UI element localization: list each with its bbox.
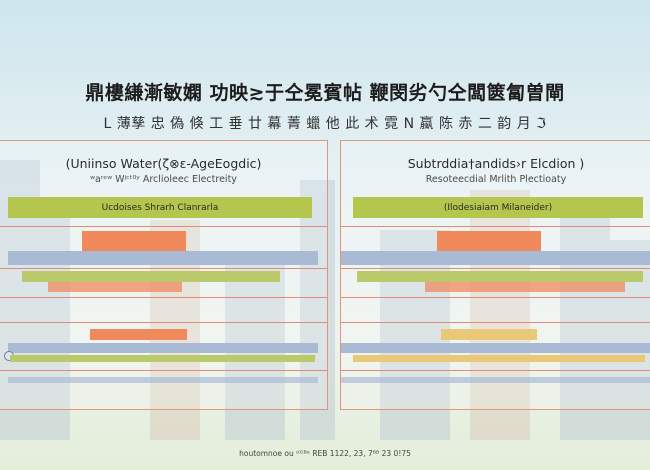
left-blue-bar	[8, 343, 318, 353]
right-panel-header: Subtrddia†andids›r Elcdion ) Resoteecdia…	[341, 156, 650, 185]
page-subtitle: L 薄孳 忠 偽 倏 工 垂 廿 幕 菁 蠟 他 此 术 霓 N 蠃 陈 赤 二…	[103, 116, 547, 132]
right-panel-title: Subtrddia†andids›r Elcdion )	[407, 156, 585, 171]
left-divider	[0, 322, 327, 323]
left-green-bar	[22, 271, 280, 282]
left-divider	[0, 370, 327, 371]
left-panel-title: (Uniinso Water(ζ⊗ɛ-AgeEogdic)	[65, 156, 262, 171]
left-panel: (Uniinso Water(ζ⊗ɛ-AgeEogdic) ʷaʳᵉʷ Wʲᶜᵗ…	[0, 140, 328, 410]
right-divider	[341, 322, 650, 323]
right-divider	[341, 297, 650, 298]
right-blue-bar	[341, 251, 650, 265]
left-divider	[0, 268, 327, 269]
left-orange-bar	[90, 329, 187, 340]
left-panel-subtitle: ʷaʳᵉʷ Wʲᶜᵗ⁰ʸ Arclioleec Electreity	[90, 174, 237, 185]
right-divider	[341, 370, 650, 371]
right-blue-bar	[341, 343, 650, 353]
right-panel-subtitle: Resoteecdial Mrlith Plectioaty	[425, 174, 567, 185]
page-title: 鼎樓縑漸敏嫻 功映≳于仝冕賓帖 鞭閔劣勺仝闆篋匐曽閘	[85, 82, 565, 104]
right-yellow-bar	[441, 329, 537, 340]
left-panel-label-bar: Ucdoises Shrarh Clanrarla	[8, 197, 312, 218]
left-divider	[0, 226, 327, 227]
left-blue-bar	[8, 377, 318, 383]
left-divider	[0, 297, 327, 298]
page-header: 鼎樓縑漸敏嫻 功映≳于仝冕賓帖 鞭閔劣勺仝闆篋匐曽閘 L 薄孳 忠 偽 倏 工 …	[0, 78, 650, 133]
right-orange-bar	[425, 282, 625, 292]
right-panel-label-bar: (Ilodesiaiam Milaneider)	[353, 197, 643, 218]
right-divider	[341, 268, 650, 269]
right-blue-bar	[341, 377, 650, 383]
right-yellow-bar	[353, 355, 645, 362]
right-orange-block	[437, 231, 541, 251]
left-orange-bar	[48, 282, 182, 292]
footer-caption: houtomnoe ou ᶦ⁽ᴳᴮᵉ REB 1122, 23, 7ᴮᴮ 23 …	[239, 449, 411, 458]
left-orange-block	[82, 231, 186, 251]
left-panel-header: (Uniinso Water(ζ⊗ɛ-AgeEogdic) ʷaʳᵉʷ Wʲᶜᵗ…	[0, 156, 327, 185]
left-blue-bar	[8, 251, 318, 265]
right-panel: Subtrddia†andids›r Elcdion ) Resoteecdia…	[340, 140, 650, 410]
right-green-bar	[357, 271, 643, 282]
right-divider	[341, 226, 650, 227]
left-green-bar	[10, 355, 315, 362]
